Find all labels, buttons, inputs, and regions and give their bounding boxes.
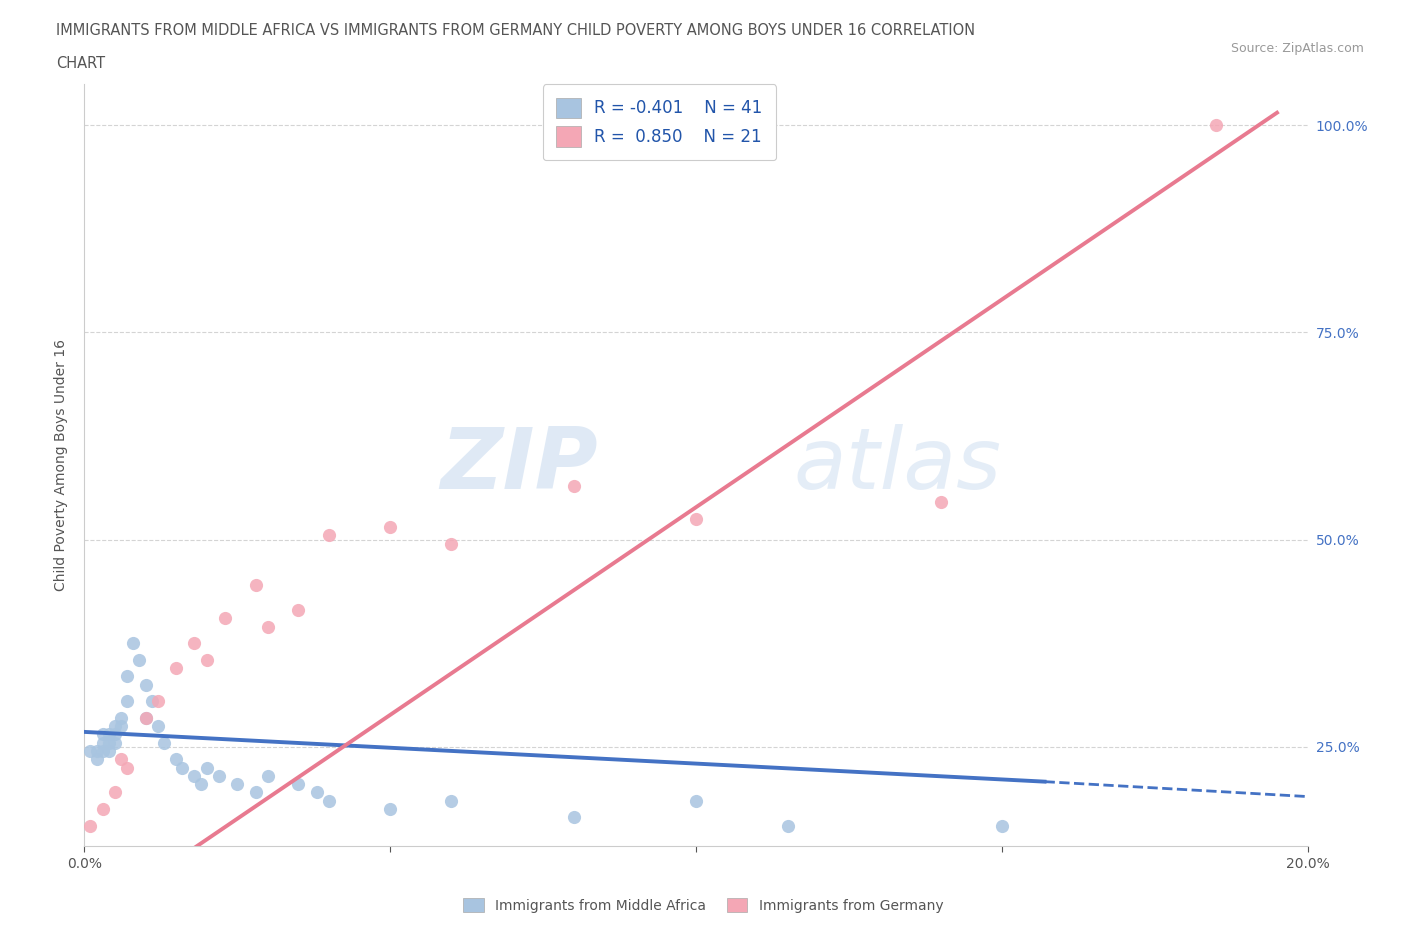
Text: IMMIGRANTS FROM MIDDLE AFRICA VS IMMIGRANTS FROM GERMANY CHILD POVERTY AMONG BOY: IMMIGRANTS FROM MIDDLE AFRICA VS IMMIGRA… (56, 23, 976, 38)
Point (97, 744, 120, 759)
Point (287, 603, 309, 618)
Point (195, 652, 218, 667)
Point (183, 768, 205, 783)
Point (245, 785, 267, 800)
Point (929, 495, 952, 510)
Point (685, 793, 707, 808)
Point (1205, 118, 1227, 133)
Text: CHART: CHART (56, 56, 105, 71)
Point (195, 760, 218, 775)
Text: ZIP: ZIP (440, 423, 598, 507)
Point (305, 785, 328, 800)
Point (104, 736, 127, 751)
Point (380, 802, 402, 817)
Point (97, 727, 120, 742)
Point (141, 694, 163, 709)
Point (776, 818, 799, 833)
Point (172, 760, 194, 775)
Point (86, 751, 108, 766)
Point (91, 802, 114, 817)
Point (104, 785, 127, 800)
Point (214, 611, 236, 626)
Point (562, 478, 585, 493)
Legend: R = -0.401    N = 41, R =  0.850    N = 21: R = -0.401 N = 41, R = 0.850 N = 21 (543, 85, 776, 160)
Point (135, 677, 157, 692)
Point (115, 669, 138, 684)
Y-axis label: Child Poverty Among Boys Under 16: Child Poverty Among Boys Under 16 (55, 339, 69, 591)
Text: Source: ZipAtlas.com: Source: ZipAtlas.com (1230, 42, 1364, 55)
Point (146, 694, 169, 709)
Point (165, 751, 187, 766)
Point (153, 736, 176, 751)
Point (91, 744, 114, 759)
Point (562, 810, 585, 825)
Point (208, 768, 231, 783)
Point (318, 793, 340, 808)
Point (135, 711, 157, 725)
Point (104, 727, 127, 742)
Point (104, 719, 127, 734)
Point (165, 660, 187, 675)
Point (115, 694, 138, 709)
Point (991, 818, 1014, 833)
Point (115, 760, 138, 775)
Point (110, 751, 132, 766)
Point (91, 736, 114, 751)
Legend: Immigrants from Middle Africa, Immigrants from Germany: Immigrants from Middle Africa, Immigrant… (457, 893, 949, 919)
Point (440, 793, 463, 808)
Text: atlas: atlas (794, 423, 1002, 507)
Point (287, 777, 309, 791)
Point (135, 711, 157, 725)
Point (245, 578, 267, 592)
Point (86, 744, 108, 759)
Point (79, 818, 101, 833)
Point (128, 652, 150, 667)
Point (122, 636, 145, 651)
Point (440, 537, 463, 551)
Point (146, 719, 169, 734)
Point (226, 777, 249, 791)
Point (91, 727, 114, 742)
Point (318, 528, 340, 543)
Point (380, 520, 402, 535)
Point (190, 777, 212, 791)
Point (97, 736, 120, 751)
Point (110, 719, 132, 734)
Point (685, 512, 707, 526)
Point (257, 619, 280, 634)
Point (183, 636, 205, 651)
Point (79, 744, 101, 759)
Point (257, 768, 280, 783)
Point (110, 711, 132, 725)
